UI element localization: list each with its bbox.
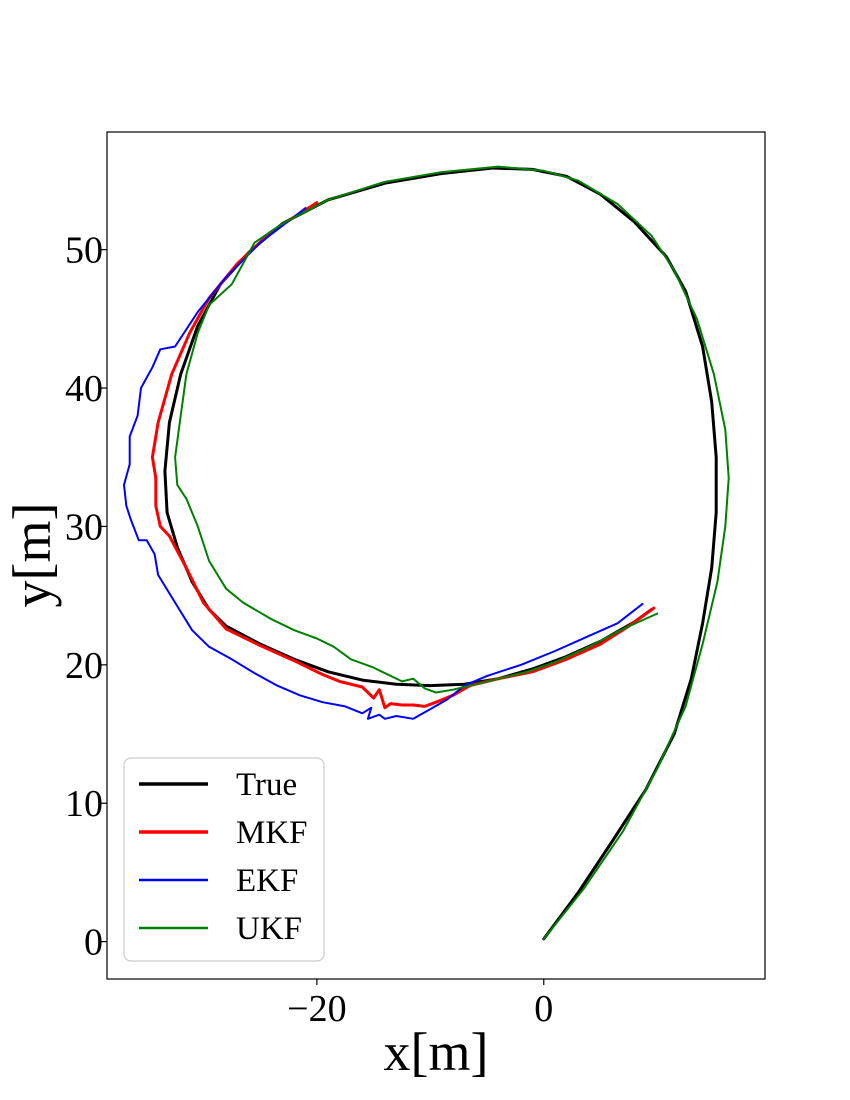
y-tick-label: 0 — [84, 922, 103, 964]
y-tick-label: 10 — [65, 783, 103, 825]
legend-label-true: True — [236, 767, 297, 803]
y-tick-label: 40 — [65, 368, 103, 410]
series-layer — [123, 165, 730, 941]
x-axis-label: x[m] — [384, 1022, 489, 1082]
y-tick-label: 50 — [65, 230, 103, 272]
y-axis-label: y[m] — [2, 503, 62, 608]
legend-entries: True MKF EKF UKF — [139, 767, 308, 947]
legend-box — [123, 757, 325, 962]
ticks-layer: −20 0 0 10 20 30 40 50 — [65, 230, 553, 1030]
y-tick-label: 20 — [65, 645, 103, 687]
x-tick-label: 0 — [534, 988, 553, 1030]
series-line-ukf — [174, 165, 730, 940]
legend-label-ekf: EKF — [236, 863, 298, 899]
legend-label-ukf: UKF — [236, 911, 302, 947]
x-tick-label: −20 — [287, 988, 346, 1030]
y-tick-label: 30 — [65, 506, 103, 548]
series-line-ekf — [123, 207, 644, 720]
legend: True MKF EKF UKF — [123, 757, 325, 962]
axes-frame — [106, 131, 766, 980]
legend-label-mkf: MKF — [236, 815, 308, 851]
